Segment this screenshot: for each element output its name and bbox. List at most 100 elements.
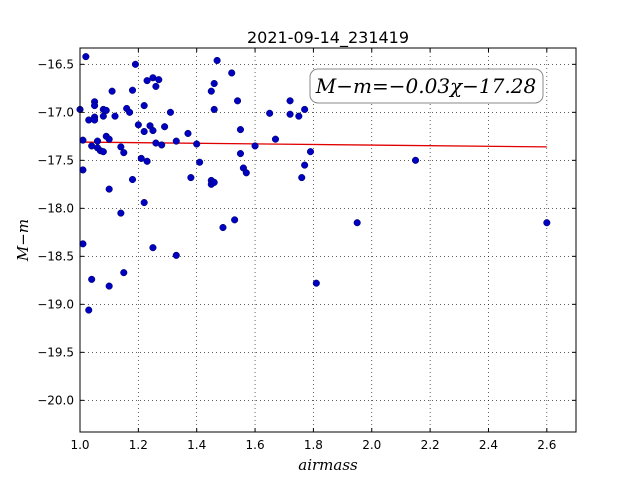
data-point xyxy=(155,76,163,84)
x-tick-label: 1.8 xyxy=(304,438,323,452)
data-point xyxy=(111,112,119,120)
plot-area xyxy=(80,48,576,432)
data-point xyxy=(79,240,87,248)
data-point xyxy=(266,109,274,117)
y-tick-label: −18.5 xyxy=(37,249,74,263)
data-point xyxy=(140,199,148,207)
x-tick-label: 2.2 xyxy=(421,438,440,452)
data-point xyxy=(242,169,250,177)
data-point xyxy=(131,60,139,68)
y-tick-label: −17.0 xyxy=(37,105,74,119)
data-point xyxy=(236,126,245,134)
data-point xyxy=(91,116,99,124)
data-point xyxy=(99,112,107,120)
data-point xyxy=(120,149,128,157)
x-tick-label: 2.4 xyxy=(479,438,498,452)
y-tick-label: −16.5 xyxy=(37,57,74,71)
data-point xyxy=(312,279,320,287)
data-point xyxy=(93,137,102,145)
data-point xyxy=(184,129,192,137)
data-points xyxy=(76,53,551,314)
y-tick-label: −18.0 xyxy=(37,201,74,215)
data-point xyxy=(143,157,151,165)
data-point xyxy=(306,148,315,156)
data-point xyxy=(271,135,280,143)
data-point xyxy=(82,53,90,61)
y-axis-label: M−m xyxy=(14,219,32,262)
data-point xyxy=(207,87,215,95)
data-point xyxy=(301,105,309,113)
data-point xyxy=(79,166,87,174)
chart-title: 2021-09-14_231419 xyxy=(247,28,409,48)
data-point xyxy=(236,150,245,158)
x-axis-label: airmass xyxy=(298,456,358,474)
x-tick-label: 2.0 xyxy=(362,438,381,452)
data-point xyxy=(105,282,113,290)
data-point xyxy=(193,140,201,148)
data-point xyxy=(161,123,169,131)
plot-frame xyxy=(79,47,577,433)
data-point xyxy=(210,178,218,186)
data-point xyxy=(117,143,125,151)
data-point xyxy=(301,161,309,169)
x-tick-label: 2.6 xyxy=(537,438,556,452)
data-point xyxy=(126,108,134,116)
data-point xyxy=(105,135,113,143)
data-point xyxy=(158,141,166,149)
data-point xyxy=(411,156,420,164)
axis-ticks: 1.0 1.2 1.4 1.6 1.8 2.0 2.2 2.4 2.6 −16.5 −17.0 −17… xyxy=(37,48,576,452)
y-tick-label: −20.0 xyxy=(37,393,74,407)
data-point xyxy=(353,219,361,227)
grid xyxy=(79,48,576,432)
data-point xyxy=(85,306,93,314)
data-point xyxy=(88,275,96,283)
data-point xyxy=(140,127,148,136)
data-point xyxy=(166,108,174,116)
data-point xyxy=(134,121,142,129)
x-tick-label: 1.2 xyxy=(129,438,148,452)
data-point xyxy=(143,77,151,85)
data-point xyxy=(187,174,195,182)
x-tick-label: 1.4 xyxy=(187,438,206,452)
data-point xyxy=(251,142,259,150)
data-point xyxy=(149,127,157,135)
data-point xyxy=(210,105,218,113)
data-point xyxy=(79,136,87,144)
data-point xyxy=(196,158,204,166)
data-point xyxy=(219,223,227,232)
data-point xyxy=(102,106,110,114)
data-point xyxy=(172,137,180,145)
fit-equation: M−m=−0.03χ−17.28 xyxy=(315,74,536,98)
x-tick-label: 1.0 xyxy=(70,438,89,452)
data-point xyxy=(120,269,128,277)
y-tick-label: −19.0 xyxy=(37,297,74,311)
data-point xyxy=(298,174,306,182)
data-point xyxy=(140,102,148,110)
data-point xyxy=(91,102,99,110)
data-point xyxy=(99,148,107,156)
annotation-box-frame xyxy=(309,68,544,104)
data-point xyxy=(228,69,236,77)
data-point xyxy=(210,79,218,88)
fit-annotation-box: M−m=−0.03χ−17.28 xyxy=(309,68,544,104)
data-point xyxy=(128,175,137,184)
x-tick-label: 1.6 xyxy=(246,438,265,452)
data-point xyxy=(152,82,160,90)
data-point xyxy=(172,251,180,259)
data-point xyxy=(117,209,125,217)
data-point xyxy=(213,56,221,65)
data-point xyxy=(295,112,303,120)
data-point xyxy=(105,185,113,193)
data-point xyxy=(543,219,551,227)
data-point xyxy=(231,216,239,224)
data-point xyxy=(128,86,137,94)
data-point xyxy=(286,97,294,105)
data-point xyxy=(234,97,242,105)
data-point xyxy=(149,244,157,252)
y-tick-label: −17.5 xyxy=(37,153,74,167)
y-tick-label: −19.5 xyxy=(37,345,74,359)
data-point xyxy=(137,154,145,162)
data-point xyxy=(286,110,294,118)
data-point xyxy=(108,87,116,95)
